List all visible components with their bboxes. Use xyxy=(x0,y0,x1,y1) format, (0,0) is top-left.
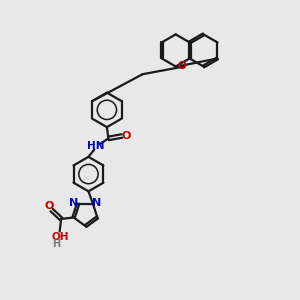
Text: O: O xyxy=(122,131,131,141)
Text: O: O xyxy=(177,61,186,71)
Text: HN: HN xyxy=(87,141,105,151)
Text: H: H xyxy=(52,239,60,249)
Text: OH: OH xyxy=(52,232,69,242)
Text: N: N xyxy=(92,198,102,208)
Text: N: N xyxy=(69,198,79,208)
Text: O: O xyxy=(45,202,54,212)
